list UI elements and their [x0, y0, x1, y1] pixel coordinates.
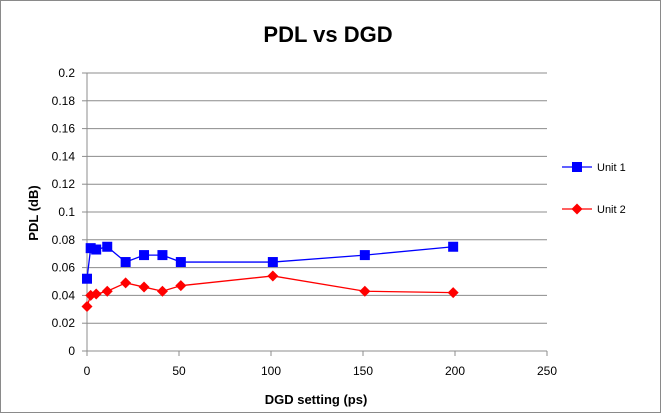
y-tick-label: 0.16	[52, 122, 76, 136]
y-tick-label: 0.04	[52, 288, 76, 302]
series-line	[86, 275, 454, 307]
y-tick-label: 0.14	[52, 149, 76, 163]
data-point	[91, 244, 102, 255]
y-tick-label: 0.06	[52, 261, 76, 275]
series-layer	[81, 241, 459, 313]
x-tick-label: 50	[172, 364, 186, 378]
gridlines	[82, 72, 547, 352]
data-point	[85, 243, 96, 254]
data-point	[267, 257, 278, 268]
data-point	[447, 287, 459, 299]
legend: Unit 1 Unit 2	[562, 162, 626, 216]
legend-label: Unit 2	[597, 204, 626, 216]
chart-title: PDL vs DGD	[263, 22, 392, 47]
y-tick-label: 0.08	[52, 233, 76, 247]
y-tick-labels: 0 0.02 0.04 0.06 0.08 0.1 0.12 0.14 0.16 0.18 0.2	[52, 66, 76, 358]
data-point	[102, 241, 113, 252]
data-point	[120, 277, 132, 289]
data-point	[267, 270, 279, 282]
data-point	[138, 281, 150, 293]
y-tick-label: 0	[68, 344, 75, 358]
y-axis-title: PDL (dB)	[26, 185, 41, 240]
axes	[86, 73, 548, 356]
x-tick-label: 0	[84, 364, 91, 378]
legend-label: Unit 1	[597, 162, 626, 174]
series-1	[81, 270, 459, 313]
x-axis-title: DGD setting (ps)	[265, 392, 368, 407]
legend-marker	[572, 162, 582, 172]
data-point	[156, 285, 168, 297]
series-0	[82, 241, 459, 284]
legend-item: Unit 1	[562, 162, 626, 174]
data-point	[175, 257, 186, 268]
data-point	[90, 288, 102, 300]
data-point	[175, 280, 187, 292]
legend-item: Unit 2	[562, 203, 626, 216]
y-tick-label: 0.1	[58, 205, 75, 219]
data-point	[101, 285, 113, 297]
x-tick-label: 100	[261, 364, 281, 378]
data-point	[359, 285, 371, 297]
y-tick-label: 0.12	[52, 177, 76, 191]
y-tick-label: 0.2	[58, 66, 75, 80]
x-tick-labels: 0 50 100 150 200 250	[84, 364, 558, 378]
x-tick-label: 200	[445, 364, 465, 378]
data-point	[120, 257, 131, 268]
y-tick-label: 0.02	[52, 316, 76, 330]
x-tick-label: 150	[353, 364, 373, 378]
data-point	[81, 301, 93, 313]
y-tick-label: 0.18	[52, 94, 76, 108]
data-point	[359, 250, 370, 261]
data-point	[82, 273, 92, 284]
legend-marker	[571, 203, 583, 215]
x-tick-label: 250	[537, 364, 557, 378]
data-point	[157, 250, 168, 261]
data-point	[139, 250, 150, 261]
data-point	[448, 241, 459, 252]
